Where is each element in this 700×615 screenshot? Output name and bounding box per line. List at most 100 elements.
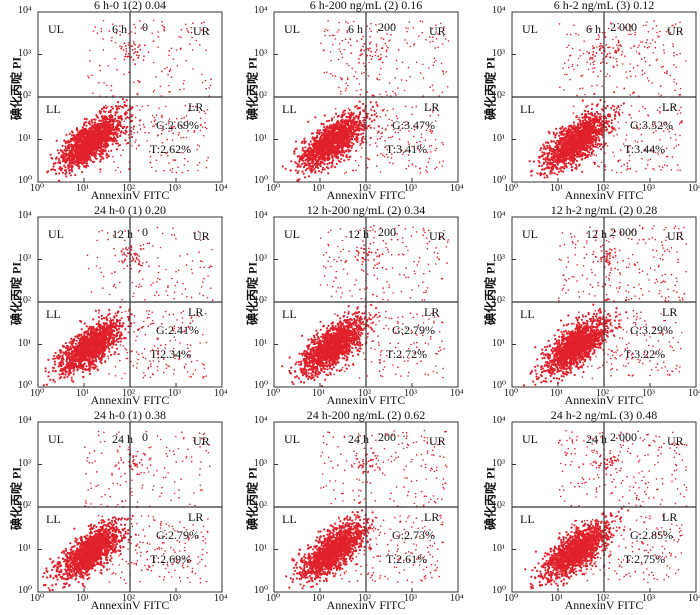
event-point — [560, 143, 563, 146]
event-point — [407, 154, 410, 156]
event-point — [172, 126, 174, 128]
event-point — [77, 156, 80, 159]
event-point — [351, 113, 354, 116]
event-point — [548, 132, 551, 135]
event-point — [346, 140, 349, 143]
event-point — [332, 159, 335, 162]
event-point — [97, 153, 101, 156]
event-point — [442, 29, 445, 32]
event-point — [143, 126, 146, 128]
event-point — [591, 103, 594, 106]
event-point — [563, 144, 566, 148]
event-point — [343, 172, 346, 175]
event-point — [99, 158, 102, 161]
event-point — [128, 71, 130, 74]
event-point — [119, 115, 123, 118]
event-point — [388, 145, 390, 148]
event-point — [346, 77, 349, 79]
event-point — [68, 146, 71, 149]
event-point — [89, 49, 91, 52]
event-point — [391, 153, 393, 155]
event-point — [82, 140, 85, 143]
event-point — [608, 113, 611, 116]
event-point — [369, 41, 372, 43]
event-point — [384, 114, 387, 117]
event-point — [345, 87, 348, 90]
event-point — [569, 141, 572, 144]
event-point — [543, 172, 546, 175]
event-point — [316, 164, 319, 167]
event-point — [381, 131, 384, 134]
event-point — [355, 149, 358, 152]
event-point — [137, 46, 140, 49]
event-point — [424, 139, 427, 141]
event-point — [100, 28, 103, 30]
event-point — [85, 141, 88, 144]
event-point — [560, 133, 563, 136]
event-point — [168, 84, 170, 87]
event-point — [151, 32, 153, 35]
event-point — [377, 55, 380, 58]
event-point — [123, 104, 126, 107]
event-point — [186, 120, 189, 122]
event-point — [68, 132, 71, 135]
event-point — [67, 154, 70, 157]
event-point — [72, 153, 75, 156]
event-point — [311, 136, 314, 139]
event-point — [315, 148, 318, 151]
event-point — [68, 163, 71, 166]
event-point — [368, 61, 371, 64]
event-point — [309, 140, 312, 143]
event-point — [83, 154, 86, 157]
event-point — [301, 162, 304, 166]
event-point — [375, 115, 378, 118]
event-point — [112, 132, 115, 135]
event-point — [200, 22, 203, 24]
event-point — [328, 149, 332, 152]
event-point — [418, 35, 420, 37]
event-point — [94, 26, 96, 28]
event-point — [394, 92, 396, 94]
event-point — [332, 151, 335, 154]
event-point — [149, 161, 152, 164]
event-point — [340, 116, 343, 119]
event-point — [165, 105, 167, 108]
event-point — [104, 127, 107, 129]
event-point — [118, 107, 121, 110]
event-point — [169, 68, 172, 70]
event-point — [326, 151, 329, 154]
event-point — [98, 119, 101, 122]
event-point — [593, 135, 596, 138]
event-point — [152, 151, 155, 154]
event-point — [444, 38, 447, 40]
event-point — [63, 149, 66, 152]
event-point — [342, 111, 344, 113]
event-point — [359, 54, 361, 57]
event-point — [98, 64, 101, 67]
event-point — [110, 84, 113, 87]
event-point — [178, 131, 180, 134]
event-point — [295, 162, 298, 165]
event-point — [158, 107, 160, 110]
event-point — [328, 152, 331, 155]
event-point — [550, 148, 553, 151]
event-point — [326, 129, 329, 132]
event-point — [381, 127, 384, 129]
event-point — [336, 31, 339, 33]
event-point — [87, 142, 90, 146]
event-point — [191, 36, 193, 39]
event-point — [343, 48, 345, 51]
event-point — [552, 164, 555, 167]
event-point — [316, 129, 319, 132]
event-point — [340, 90, 342, 93]
event-point — [58, 159, 61, 162]
event-point — [119, 30, 121, 33]
event-point — [73, 135, 76, 138]
event-point — [110, 129, 113, 132]
event-point — [330, 166, 333, 169]
event-point — [91, 74, 93, 76]
event-point — [289, 169, 292, 172]
event-point — [384, 129, 387, 131]
event-point — [359, 93, 362, 96]
event-point — [61, 155, 64, 158]
